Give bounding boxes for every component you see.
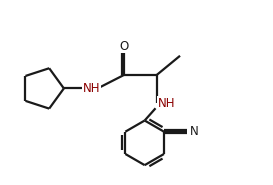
Text: N: N (190, 125, 199, 138)
Text: O: O (120, 40, 129, 53)
Text: NH: NH (158, 97, 175, 110)
Text: NH: NH (83, 82, 100, 95)
